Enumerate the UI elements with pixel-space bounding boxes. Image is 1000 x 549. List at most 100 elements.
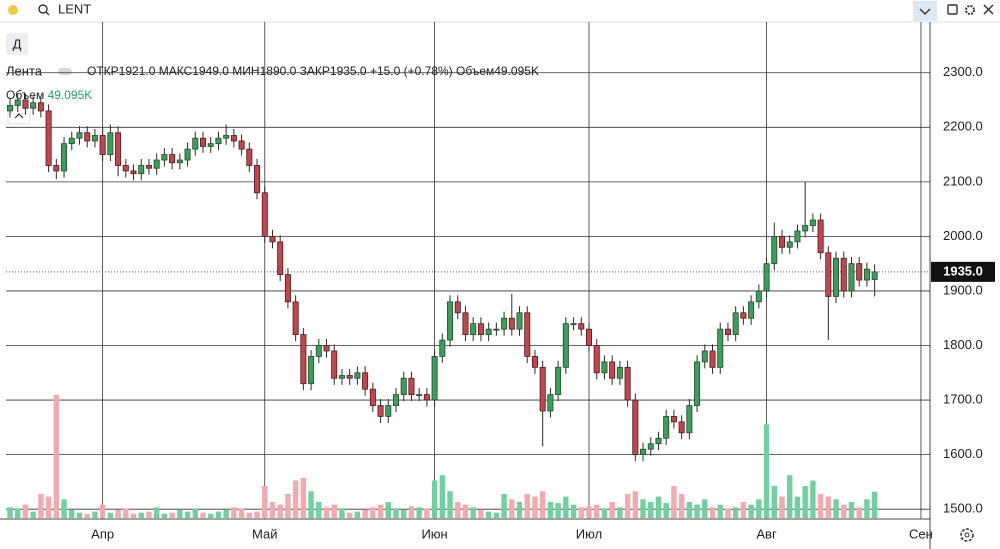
volume-legend: Объем 49.095K <box>6 88 92 102</box>
volume-bar <box>84 513 90 518</box>
volume-bar <box>246 512 253 518</box>
x-tick-label: Июл <box>576 526 602 541</box>
candle-body <box>284 274 291 303</box>
collapse-icon <box>14 113 24 119</box>
candle-body <box>547 394 554 412</box>
last-price-tag <box>931 261 995 282</box>
candle-body <box>447 301 454 341</box>
volume-bar <box>130 513 137 518</box>
candle-body <box>392 394 399 406</box>
volume-bar <box>408 506 415 518</box>
interval[interactable]: Д <box>13 36 22 51</box>
y-tick-label: 1700.0 <box>943 392 983 407</box>
candle-body <box>709 350 716 368</box>
volume-bar <box>262 485 268 518</box>
candle-body <box>385 405 392 417</box>
candle-body <box>269 236 276 243</box>
candle-body <box>493 328 500 331</box>
volume-bar <box>532 496 538 518</box>
window-button[interactable] <box>947 4 958 15</box>
x-tick-label: Май <box>252 526 277 541</box>
settings-icon[interactable] <box>960 528 974 542</box>
candle-body <box>624 366 631 401</box>
candle-body <box>601 361 608 374</box>
candle-body <box>755 290 762 303</box>
candle-body <box>647 443 654 450</box>
candle-body <box>655 437 662 445</box>
candle-body <box>817 219 824 254</box>
candle-body <box>431 356 438 401</box>
last-price-label: 1935.0 <box>943 263 983 278</box>
candle-body <box>161 154 168 161</box>
volume-bar <box>346 512 353 518</box>
volume-bar <box>107 512 114 518</box>
candle-body <box>416 394 423 397</box>
dropdown-button[interactable] <box>913 1 937 21</box>
search-icon[interactable] <box>38 4 50 16</box>
volume-bar <box>192 508 198 518</box>
candle-body <box>238 140 245 150</box>
volume-bar <box>617 507 623 518</box>
volume-bar <box>308 491 314 518</box>
interval-button[interactable] <box>6 33 28 55</box>
volume-bar <box>277 504 283 518</box>
volume-bar <box>817 493 824 518</box>
volume-bar <box>856 507 862 518</box>
volume-bar <box>416 507 422 518</box>
candle-body <box>169 154 176 164</box>
volume-bar <box>493 512 500 518</box>
candle-body <box>315 345 322 357</box>
volume-bar <box>478 509 484 518</box>
candle-body <box>362 372 369 390</box>
candle-body <box>246 148 253 166</box>
candle-body <box>115 132 122 166</box>
visibility-toggle[interactable] <box>58 68 72 75</box>
volume-bar <box>748 504 754 518</box>
volume-bar <box>439 475 446 518</box>
volume-bar <box>385 501 391 518</box>
candle-body <box>76 132 83 139</box>
volume-bar <box>69 509 75 518</box>
volume-bar <box>254 511 260 518</box>
candle-body <box>84 132 91 142</box>
candle-body <box>740 312 747 319</box>
volume-bar <box>864 499 870 518</box>
candle-body <box>609 361 616 379</box>
ohlc-legend: ОТКР1921.0 МАКС1949.0 МИН1890.0 ЗАКР1935… <box>87 64 539 78</box>
y-tick-label: 2300.0 <box>943 64 983 79</box>
symbol[interactable]: LENT <box>58 1 91 16</box>
candle-body <box>138 165 145 175</box>
candle-body <box>694 361 701 406</box>
candle-body <box>53 165 60 172</box>
candle-body <box>663 416 670 439</box>
volume-bar <box>231 507 237 518</box>
candle-body <box>748 301 755 319</box>
x-tick-label: Сен <box>909 526 933 541</box>
volume-bar <box>177 509 183 518</box>
volume-bar <box>455 501 461 518</box>
candle-body <box>802 225 809 232</box>
settings-button[interactable] <box>965 5 975 15</box>
candle-body <box>423 394 430 401</box>
candle-body <box>323 345 330 352</box>
y-tick-label: 1500.0 <box>943 501 983 516</box>
legend-label: Объем <box>456 64 495 78</box>
close-button[interactable] <box>983 4 994 15</box>
volume-bar <box>779 496 785 518</box>
volume-bar <box>725 508 731 518</box>
volume-bar <box>848 501 855 518</box>
candle-body <box>593 345 600 374</box>
candle-body <box>632 399 639 456</box>
candle-body <box>91 135 98 142</box>
candle-body <box>338 375 345 379</box>
collapse-button[interactable] <box>7 107 31 125</box>
candle-body <box>377 405 384 417</box>
legend-value: 1890.0 <box>259 64 297 78</box>
legend-label: МАКС <box>158 64 193 78</box>
volume-bar <box>841 504 847 518</box>
candle-body <box>779 236 786 248</box>
volume-bar <box>802 485 808 518</box>
candle-body <box>786 241 793 248</box>
volume-bar <box>763 424 770 518</box>
